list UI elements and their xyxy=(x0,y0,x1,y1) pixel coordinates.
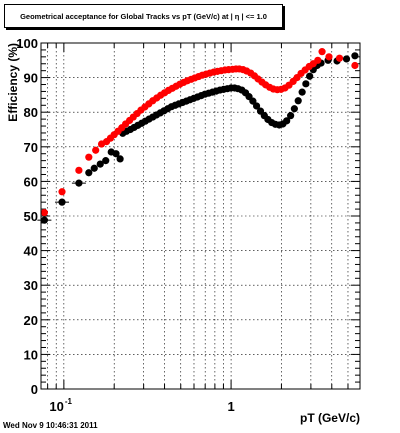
data-point xyxy=(294,97,302,105)
data-point xyxy=(40,208,49,217)
y-tick-label: 70 xyxy=(24,140,38,155)
data-point xyxy=(314,56,322,64)
grid xyxy=(41,42,360,390)
data-point xyxy=(290,105,298,113)
data-point xyxy=(306,72,314,80)
y-tick-label: 80 xyxy=(24,105,38,120)
data-point xyxy=(302,80,310,88)
y-tick-label: 40 xyxy=(24,244,38,259)
y-tick-label: 100 xyxy=(16,36,38,51)
data-point xyxy=(287,112,295,120)
x-tick-label: 10 xyxy=(49,399,63,414)
data-point xyxy=(325,53,333,61)
data-point xyxy=(90,164,98,172)
data-point xyxy=(112,150,120,158)
timestamp: Wed Nov 9 10:46:31 2011 xyxy=(3,421,98,430)
data-point xyxy=(318,48,326,56)
data-point xyxy=(342,55,351,63)
y-axis-label: Efficiency (%) xyxy=(6,43,20,122)
data-point xyxy=(85,169,93,177)
y-tick-label: 20 xyxy=(24,313,38,328)
data-point xyxy=(252,102,261,110)
data-point xyxy=(85,153,93,161)
chart-title: Geometrical acceptance for Global Tracks… xyxy=(20,11,267,21)
axis-ticks xyxy=(41,42,360,390)
data-point xyxy=(58,188,66,196)
data-point xyxy=(116,155,124,163)
y-tick-label: 30 xyxy=(24,278,38,293)
y-tick-label: 90 xyxy=(24,71,38,86)
chart-title-box: Geometrical acceptance for Global Tracks… xyxy=(4,4,283,28)
y-tick-label: 50 xyxy=(24,209,38,224)
data-point xyxy=(75,166,83,174)
x-axis-label: pT (GeV/c) xyxy=(300,411,360,425)
data-point xyxy=(75,179,83,187)
data-point xyxy=(102,157,110,165)
x-tick-label: 1 xyxy=(227,399,234,414)
data-point xyxy=(351,61,359,70)
data-point xyxy=(96,160,104,168)
data-point xyxy=(58,198,66,206)
data-points xyxy=(37,48,359,224)
data-point xyxy=(283,117,291,125)
data-point xyxy=(298,88,306,96)
x-tick-exponent: -1 xyxy=(65,397,73,406)
data-point xyxy=(335,54,344,62)
plot-frame xyxy=(40,42,361,390)
data-point xyxy=(40,216,49,224)
y-tick-label: 60 xyxy=(24,174,38,189)
y-tick-label: 10 xyxy=(24,347,38,362)
y-tick-label: 0 xyxy=(31,382,38,397)
data-point xyxy=(92,146,100,154)
data-point xyxy=(351,52,359,60)
